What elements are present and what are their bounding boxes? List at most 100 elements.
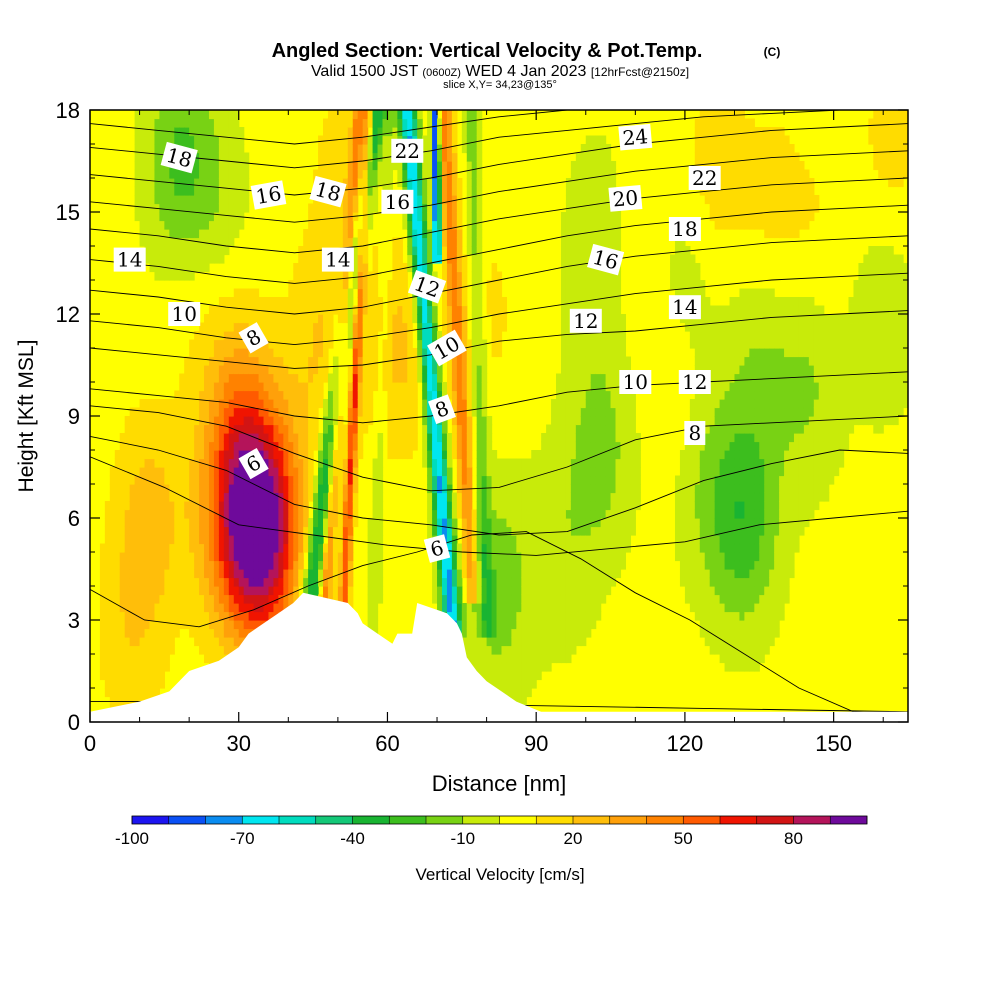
velocity-cell <box>204 594 210 604</box>
velocity-cell <box>139 229 146 239</box>
velocity-cell <box>298 390 304 400</box>
velocity-cell <box>263 577 270 587</box>
velocity-cell <box>615 212 622 222</box>
velocity-cell <box>273 314 279 324</box>
velocity-cell <box>560 390 567 400</box>
velocity-cell <box>531 679 537 689</box>
velocity-cell <box>521 662 527 672</box>
velocity-cell <box>308 475 314 485</box>
velocity-cell <box>461 509 468 519</box>
velocity-cell <box>516 484 522 494</box>
velocity-cell <box>119 654 126 664</box>
velocity-cell <box>208 178 215 188</box>
velocity-cell <box>427 348 433 358</box>
velocity-cell <box>531 611 537 621</box>
velocity-cell <box>134 552 141 562</box>
velocity-cell <box>412 237 418 247</box>
velocity-cell <box>124 696 131 706</box>
velocity-cell <box>476 611 483 621</box>
velocity-cell <box>293 560 299 570</box>
velocity-cell <box>149 254 156 264</box>
velocity-cell <box>308 450 314 460</box>
velocity-cell <box>308 390 314 400</box>
velocity-cell <box>476 288 483 298</box>
velocity-cell <box>551 407 557 417</box>
velocity-cell <box>139 144 146 154</box>
velocity-cell <box>526 458 532 468</box>
velocity-cell <box>441 263 448 273</box>
velocity-cell <box>199 373 205 383</box>
velocity-cell <box>546 526 552 536</box>
velocity-cell <box>159 212 165 222</box>
velocity-cell <box>189 526 195 536</box>
velocity-cell <box>615 433 622 443</box>
velocity-cell <box>114 603 121 613</box>
velocity-cell <box>575 543 582 553</box>
velocity-cell <box>164 526 170 536</box>
velocity-cell <box>422 237 428 247</box>
velocity-cell <box>263 297 270 307</box>
velocity-cell <box>422 441 428 451</box>
velocity-cell <box>342 526 349 536</box>
velocity-cell <box>580 492 587 502</box>
velocity-cell <box>154 416 161 426</box>
velocity-cell <box>551 458 557 468</box>
velocity-cell <box>109 509 116 519</box>
velocity-cell <box>104 560 111 570</box>
velocity-cell <box>313 416 319 426</box>
velocity-cell <box>560 314 567 324</box>
velocity-cell <box>441 254 448 264</box>
velocity-cell <box>199 552 205 562</box>
velocity-cell <box>615 365 622 375</box>
velocity-cell <box>213 535 220 545</box>
velocity-cell <box>556 433 562 443</box>
velocity-cell <box>625 518 631 528</box>
velocity-cell <box>610 212 617 222</box>
velocity-cell <box>367 118 374 128</box>
velocity-cell <box>144 246 151 256</box>
velocity-cell <box>556 441 562 451</box>
velocity-cell <box>204 526 210 536</box>
velocity-cell <box>268 356 275 366</box>
velocity-cell <box>620 348 627 358</box>
velocity-cell <box>238 450 245 460</box>
velocity-cell <box>565 620 572 630</box>
velocity-cell <box>565 186 572 196</box>
velocity-cell <box>243 552 250 562</box>
velocity-cell <box>273 399 279 409</box>
velocity-cell <box>134 161 141 171</box>
velocity-cell <box>238 220 245 230</box>
velocity-cell <box>605 297 612 307</box>
velocity-cell <box>486 450 493 460</box>
velocity-cell <box>575 484 582 494</box>
velocity-cell <box>208 237 215 247</box>
velocity-cell <box>154 433 161 443</box>
velocity-cell <box>476 577 483 587</box>
velocity-cell <box>575 331 582 341</box>
velocity-cell <box>456 475 463 485</box>
velocity-cell <box>501 586 508 596</box>
velocity-cell <box>417 356 423 366</box>
velocity-cell <box>258 518 265 528</box>
velocity-cell <box>273 577 279 587</box>
velocity-cell <box>184 135 190 145</box>
velocity-cell <box>526 518 532 528</box>
velocity-cell <box>501 628 508 638</box>
velocity-cell <box>506 458 512 468</box>
velocity-cell <box>303 297 309 307</box>
velocity-cell <box>560 594 567 604</box>
velocity-cell <box>501 492 508 502</box>
velocity-cell <box>323 297 329 307</box>
velocity-cell <box>149 220 156 230</box>
velocity-cell <box>506 611 512 621</box>
velocity-cell <box>243 373 250 383</box>
velocity-cell <box>402 416 408 426</box>
velocity-cell <box>585 382 592 392</box>
velocity-cell <box>134 144 141 154</box>
velocity-cell <box>575 467 582 477</box>
velocity-cell <box>501 679 508 689</box>
velocity-cell <box>585 433 592 443</box>
velocity-cell <box>278 552 284 562</box>
velocity-cell <box>199 518 205 528</box>
velocity-cell <box>154 518 161 528</box>
